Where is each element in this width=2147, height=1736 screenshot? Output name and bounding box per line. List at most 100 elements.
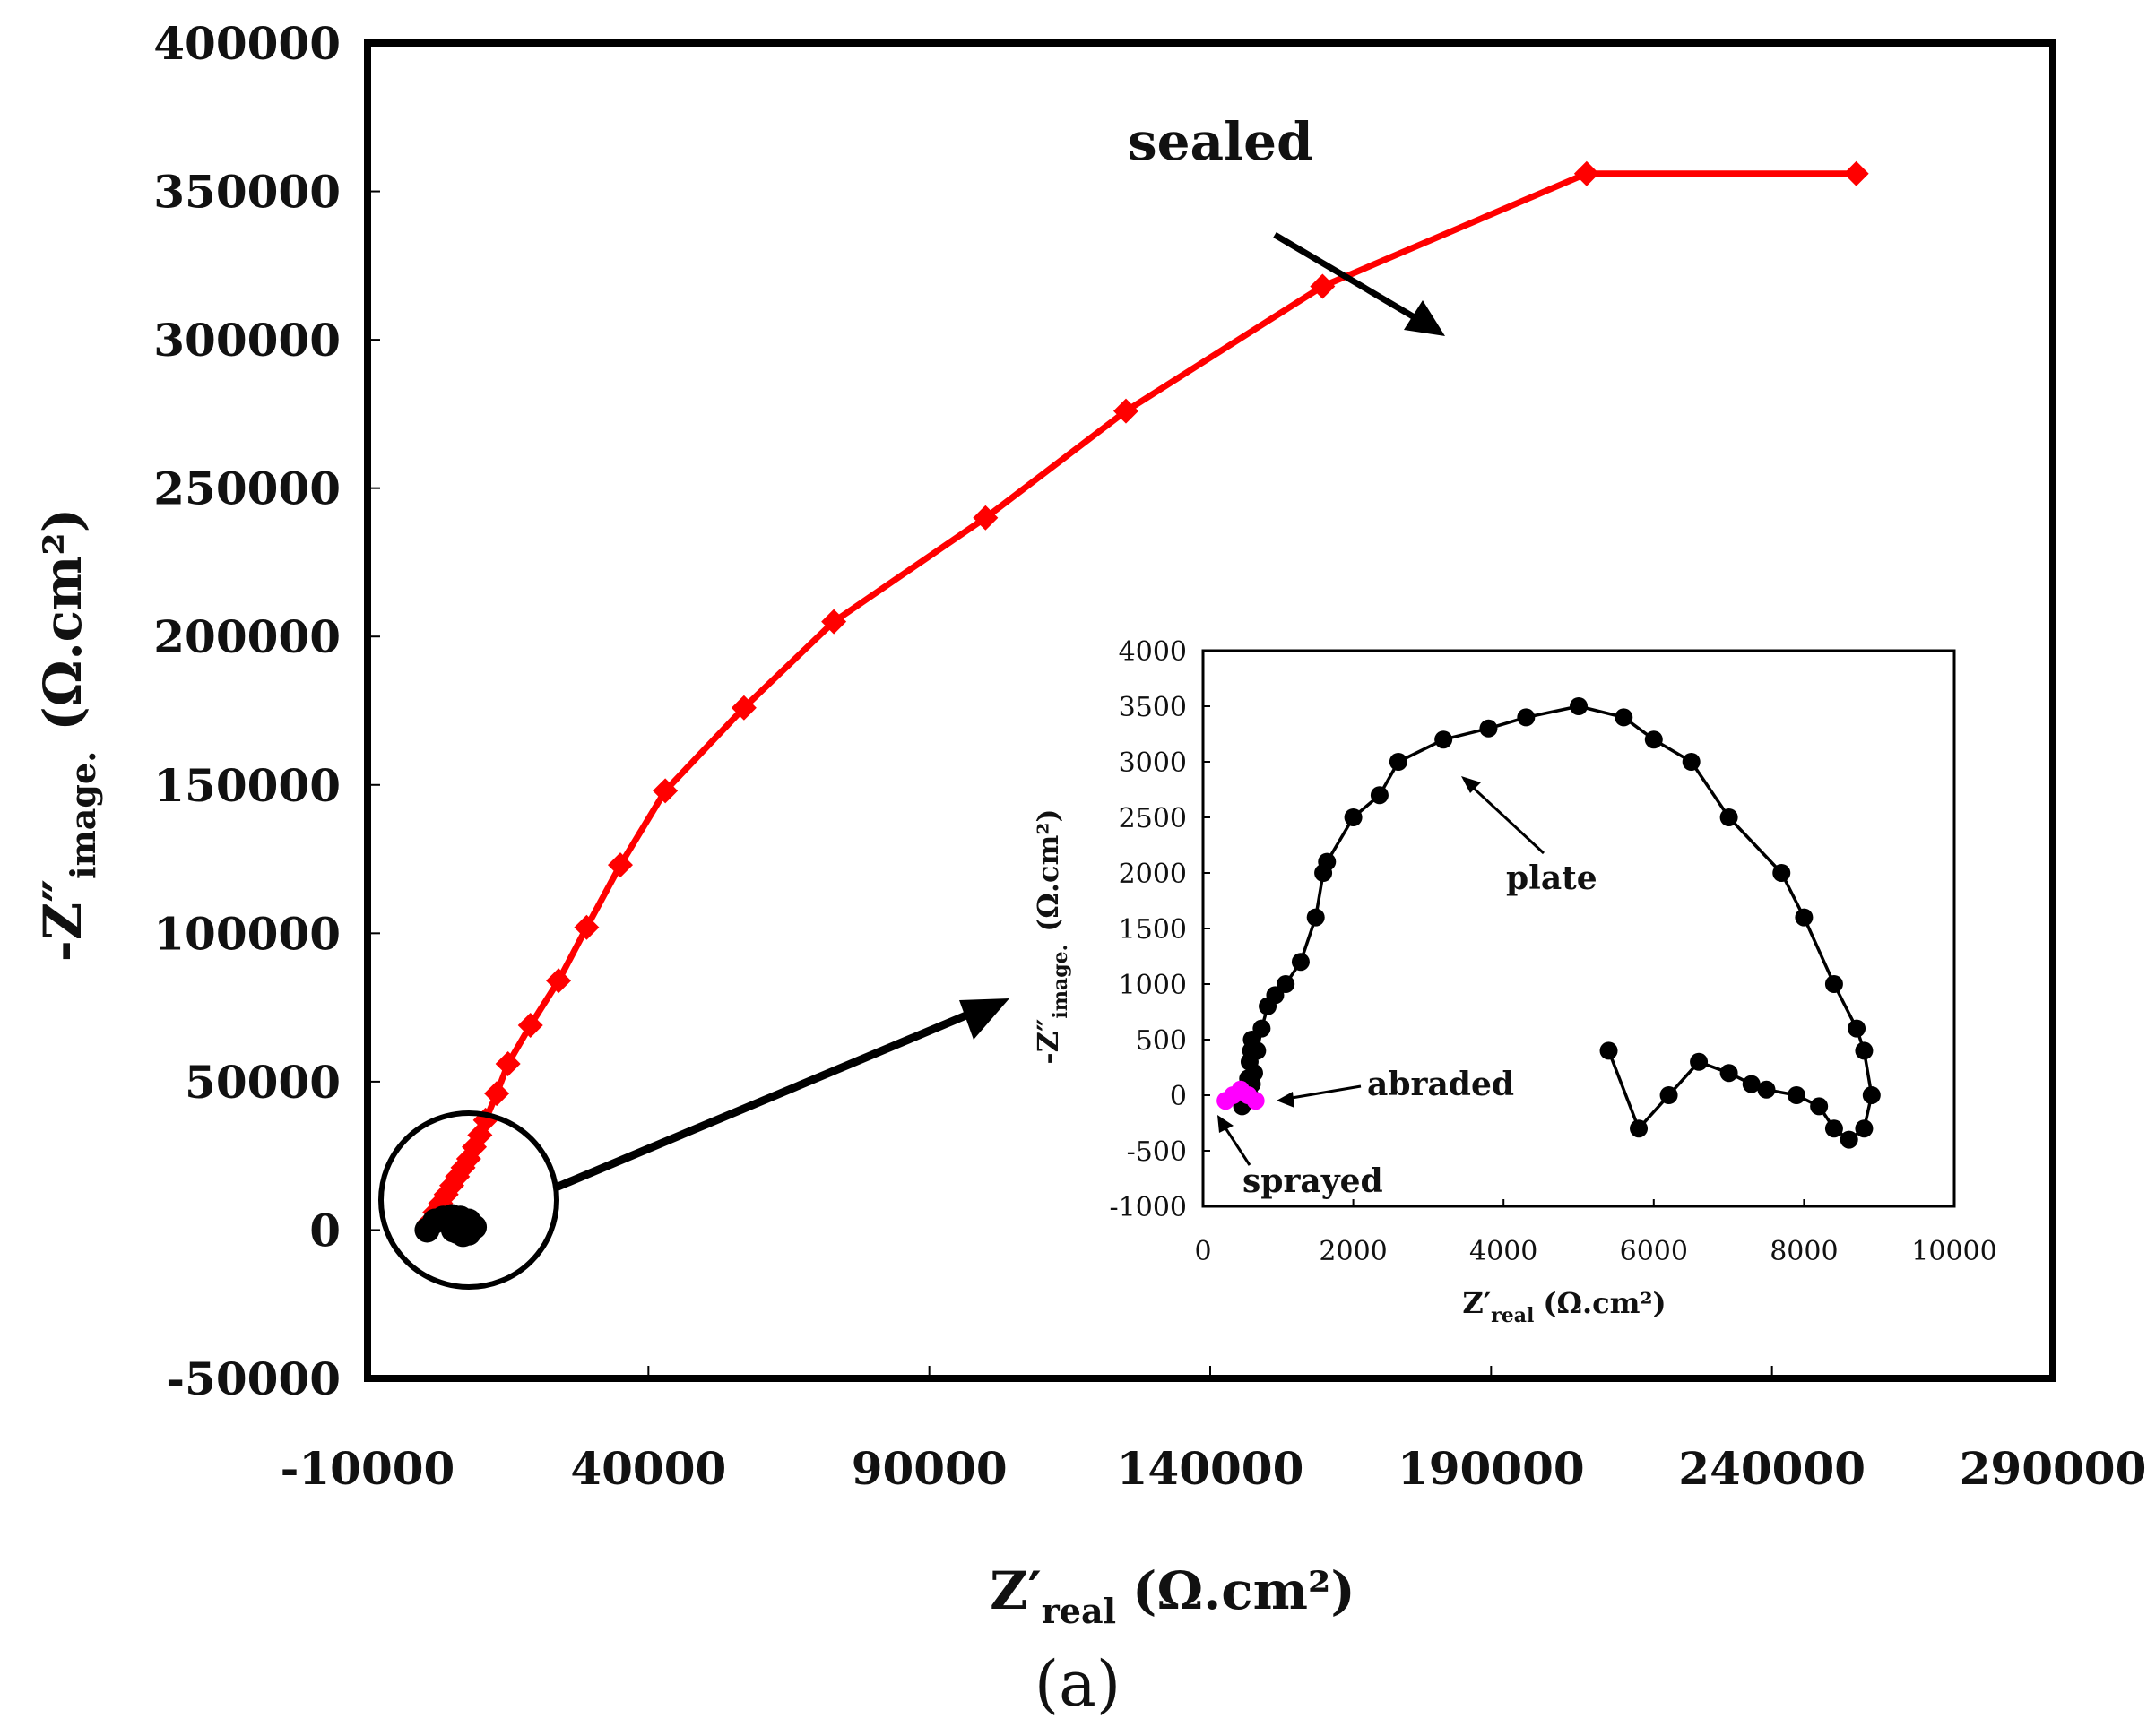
inset-x-tick-label: 2000 [1319, 1236, 1387, 1267]
main-x-tick-labels: -10000 40000 90000 140000 190000 240000 290000 [281, 1442, 2147, 1495]
main-sealed-point [608, 852, 633, 878]
main-x-tick-label: 190000 [1398, 1442, 1585, 1495]
inset-y-axis-title-main: -Z″ [1031, 1019, 1065, 1065]
main-y-tick-label: 50000 [185, 1056, 341, 1109]
annotation-abraded: abraded [1367, 1066, 1514, 1103]
inset-plate-point [1757, 1080, 1776, 1099]
inset-plate-point [1344, 808, 1363, 826]
main-series-layer [414, 160, 1869, 1248]
main-y-axis-title-unit: (Ω.cm²) [32, 508, 93, 731]
inset-plate-point [1862, 1086, 1881, 1104]
main-x-axis-title-main: Z′ [990, 1560, 1042, 1621]
annotation-sealed: sealed [1128, 111, 1313, 172]
main-y-tick-label: 0 [309, 1204, 341, 1257]
main-sealed-point [574, 914, 600, 940]
main-x-tick-label: 90000 [852, 1442, 1008, 1495]
main-sealed-point [1310, 273, 1336, 299]
arrow-sealed [1273, 231, 1434, 332]
inset-plate-point [1370, 786, 1389, 805]
inset-plate-point [1855, 1119, 1874, 1138]
main-x-tick-label: 240000 [1678, 1442, 1866, 1495]
inset-plate-point [1719, 1064, 1738, 1083]
arrow-sealed-head [1404, 300, 1445, 336]
main-sealed-point [1573, 160, 1599, 186]
inset-plate-point [1682, 753, 1701, 771]
inset-plate-point [1630, 1119, 1649, 1138]
inset-y-tick-label: -1000 [1110, 1192, 1187, 1223]
main-sealed-point [653, 778, 679, 804]
inset-y-tick-label: 2500 [1119, 803, 1187, 834]
inset-plate-point [1788, 1086, 1806, 1104]
main-y-axis-title: -Z″image. (Ω.cm²) [32, 508, 103, 962]
zoom-arrow-head [959, 998, 1009, 1040]
main-sealed-point [821, 609, 847, 635]
inset-plate-point [1389, 753, 1407, 771]
inset-x-axis-title-sub: real [1491, 1304, 1534, 1327]
main-y-tick-label: 150000 [153, 759, 341, 812]
arrow-sprayed [1221, 1123, 1251, 1166]
inset-plate-point [1855, 1041, 1874, 1060]
inset-background [1203, 651, 1954, 1206]
main-tick-marks [367, 42, 2054, 1379]
inset-x-tick-label: 6000 [1620, 1236, 1688, 1267]
zoom-circle [378, 1110, 559, 1290]
inset-sprayed-point [1246, 1092, 1265, 1110]
inset-plate-point [1824, 975, 1843, 993]
inset-y-tick-labels: -1000 -500 0 500 1000 1500 2000 2500 3000 3500 400… [1110, 636, 1187, 1223]
inset-tick-marks [1202, 650, 1955, 1207]
main-x-tick-label: -10000 [281, 1442, 455, 1495]
inset-plate-point [1479, 719, 1498, 738]
main-x-tick-label: 140000 [1117, 1442, 1304, 1495]
main-x-axis-title-sub: real [1042, 1591, 1116, 1631]
main-sealed-point [973, 505, 999, 531]
inset-y-axis-title-sub: image. [1049, 945, 1072, 1019]
inset-plate-point [1570, 697, 1588, 715]
inset-x-axis-title-unit: (Ω.cm²) [1543, 1286, 1666, 1320]
main-sealed-point [546, 968, 572, 994]
inset-plate-point [1266, 986, 1285, 1005]
arrow-sprayed-head [1217, 1115, 1234, 1133]
inset-y-tick-label: 0 [1170, 1081, 1187, 1112]
inset-plate-point [1795, 908, 1814, 927]
inset-y-axis-title-unit: (Ω.cm²) [1031, 808, 1065, 931]
main-sealed-point [731, 695, 757, 721]
main-abraded-point [440, 1217, 466, 1243]
inset-y-tick-label: 3500 [1119, 692, 1187, 723]
inset-plate-point [1599, 1041, 1618, 1060]
arrow-plate [1467, 782, 1545, 855]
main-x-axis-title-unit: (Ω.cm²) [1132, 1560, 1355, 1621]
main-sealed-point [1113, 398, 1138, 424]
inset-plate-point [1824, 1119, 1843, 1138]
annotation-sprayed: sprayed [1242, 1162, 1383, 1200]
main-x-axis-title: Z′real (Ω.cm²) [990, 1560, 1355, 1631]
main-y-tick-label: 200000 [153, 610, 341, 663]
inset-y-tick-label: 500 [1136, 1025, 1187, 1057]
arrow-abraded [1286, 1084, 1362, 1101]
main-y-tick-label: 100000 [153, 907, 341, 960]
inset-x-tick-label: 8000 [1770, 1236, 1838, 1267]
inset-chart: -1000 -500 0 500 1000 1500 2000 2500 3000 3500 400… [1031, 636, 1997, 1327]
inset-plate-point [1742, 1075, 1761, 1093]
inset-x-tick-label: 4000 [1469, 1236, 1537, 1267]
inset-x-tick-labels: 0 2000 4000 6000 8000 10000 [1194, 1236, 1996, 1267]
inset-plate-point [1690, 1052, 1709, 1071]
arrow-plate-head [1461, 776, 1481, 793]
inset-plate-point [1659, 1086, 1678, 1104]
inset-plate-point [1318, 852, 1337, 871]
inset-plate-point [1291, 953, 1310, 972]
inset-x-tick-label: 10000 [1911, 1236, 1996, 1267]
inset-plate-point [1615, 708, 1633, 727]
main-sealed-point [484, 1081, 510, 1107]
inset-y-tick-label: 2000 [1119, 859, 1187, 890]
inset-x-tick-label: 0 [1194, 1236, 1211, 1267]
inset-y-axis-title: -Z″image. (Ω.cm²) [1031, 808, 1072, 1064]
inset-plate-point [1840, 1130, 1858, 1149]
inset-plate-point [1517, 708, 1536, 727]
main-y-tick-labels: -50000 0 50000 100000 150000 200000 250000 3000… [153, 17, 341, 1405]
inset-y-tick-label: 1000 [1119, 970, 1187, 1001]
main-x-tick-label: 40000 [570, 1442, 726, 1495]
inset-plate-point [1810, 1097, 1829, 1116]
inset-plate-point [1644, 730, 1663, 749]
main-y-axis-title-main: -Z″ [32, 879, 93, 962]
zoom-arrow [554, 1010, 970, 1192]
